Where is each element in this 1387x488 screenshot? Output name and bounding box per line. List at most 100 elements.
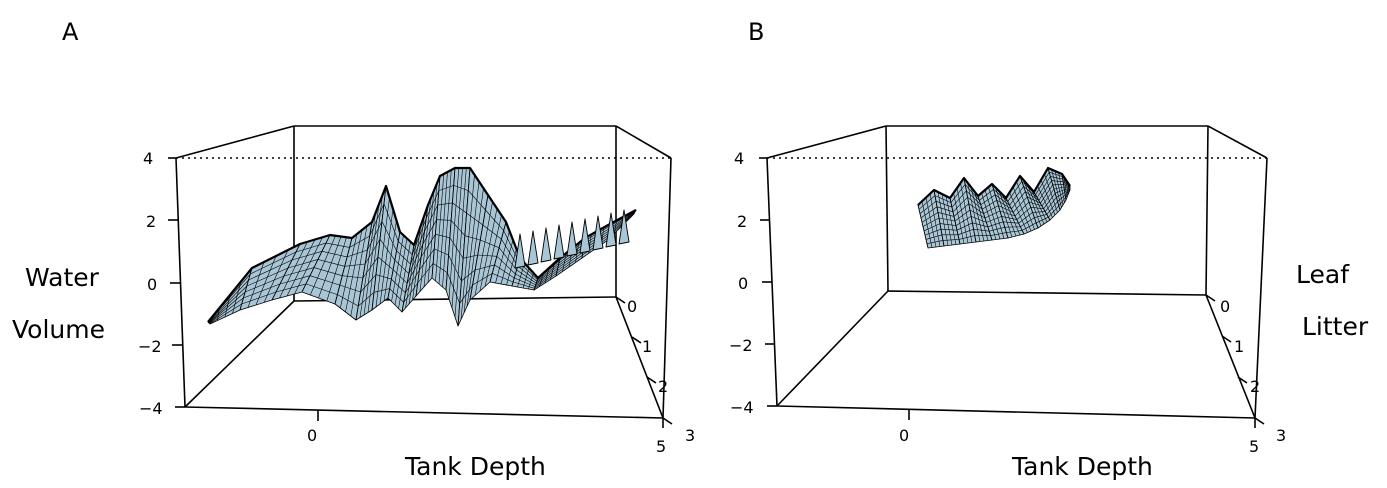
panel-a-surface-crest: [207, 166, 637, 323]
panel-a-x-axis-title: Tank Depth: [404, 452, 546, 481]
panel-a-surface-mesh-line: [379, 208, 394, 305]
panel-b-box-edge: [1254, 157, 1268, 419]
panel-b-z-tick-label: 0: [738, 274, 748, 293]
panel-a-surface-mesh-line: [412, 214, 425, 301]
panel-a-surface-mesh-line: [334, 237, 353, 305]
panel-b-surface-mesh-line: [995, 187, 1013, 238]
panel-b-y-tick-label: 2: [1250, 377, 1260, 396]
panel-b-x-ticks: [908, 409, 1256, 428]
panel-a-surface-mesh-line: [528, 272, 534, 290]
panel-a-box-edge: [184, 300, 295, 408]
panel-a-surface-mesh-line: [614, 220, 617, 234]
panel-a-surface-mesh-line: [415, 204, 429, 297]
panel-a-z-axis-title-line2: Volume: [12, 315, 105, 344]
panel-a-x-tick-label: 5: [656, 437, 666, 456]
panel-b-surface-mesh-line: [1012, 186, 1032, 232]
panel-a-z-ticks: [168, 157, 185, 408]
panel-b-box-edge: [885, 125, 889, 292]
panel-b-surface-mesh-line: [974, 191, 989, 241]
panel-a-surface-mesh-line: [427, 183, 438, 283]
panel-a-surface-mesh-line: [326, 237, 347, 302]
panel-b-surface-mesh-line: [956, 187, 969, 244]
panel-b-x-tick-label: 5: [1249, 437, 1259, 456]
panel-a-surface-mesh-line: [495, 230, 510, 284]
panel-a-surface-mesh-line: [355, 221, 373, 321]
panel-b-surface-mesh-line: [1009, 192, 1028, 233]
panel-b-surface-mesh-line: [933, 189, 945, 247]
panel-b-surface-mesh-line: [941, 193, 953, 246]
panel-b-box: [766, 125, 1268, 419]
panel-b-surface-mesh-line: [1023, 179, 1042, 227]
panel-a-surface-mesh-line: [489, 221, 507, 283]
panel-a-surface-mesh-line: [454, 167, 467, 318]
panel-a-surface-mesh-line: [247, 261, 265, 308]
panel-a-surface-mesh-line: [405, 234, 418, 309]
panel-b-z-axis-title-line2: Litter: [1302, 312, 1369, 341]
panel-b-surface-mesh-line: [929, 193, 941, 247]
panel-b-box-edge: [776, 405, 1256, 419]
panel-a-surface-mesh-line: [398, 241, 411, 309]
panel-b-letter: B: [748, 18, 764, 46]
panel-a-surface-mesh-line: [522, 267, 530, 289]
panel-b-surface-mesh-line: [967, 182, 981, 242]
panel-b-box-edge: [766, 125, 887, 159]
panel-b-surface-mesh-line: [984, 189, 1001, 240]
panel-a-letter: A: [62, 18, 79, 46]
panel-b-surface-mesh-line: [1063, 176, 1068, 198]
panel-a-box-edge: [175, 125, 295, 159]
panel-a-surface-spike: [618, 209, 630, 245]
panel-b-z-ticks: [759, 157, 777, 407]
panel-b-surface-mesh-line: [949, 197, 961, 245]
panel-a-surface-spike: [540, 227, 552, 263]
panel-a-surface-spike: [527, 230, 539, 266]
panel-b-surface-mesh-line: [945, 195, 957, 245]
panel-a-surface-mesh-line: [474, 201, 493, 296]
panel-a-surface-mesh-line: [207, 321, 211, 325]
panel-a-surface-mesh-line: [371, 185, 387, 311]
panel-a-surface-mesh-line: [271, 243, 301, 301]
panel-b-surface-mesh-line: [937, 191, 949, 246]
panel-a-x-tick-label: 0: [307, 426, 317, 445]
panel-b-z-tick-label: 2: [737, 212, 747, 231]
panel-a-surface-mesh-line: [301, 234, 331, 293]
panel-a-surface-mesh-line: [438, 171, 448, 285]
panel-a-y-tick: [662, 417, 673, 425]
panel-a-surface-mesh-line: [484, 215, 502, 287]
panel-b-surface-mesh-line: [1044, 173, 1058, 213]
panel-b-z-tick-label: 4: [734, 149, 744, 168]
panel-b-surface-mesh-line: [925, 197, 937, 248]
panel-a-surface-mesh-line: [391, 235, 404, 302]
panel-b-y-tick: [1221, 335, 1232, 343]
panel-b-y-tick-label: 0: [1220, 297, 1230, 316]
panel-a-surface-mesh-line: [562, 252, 567, 272]
panel-a-box-edge: [184, 406, 664, 419]
panel-a-surface-mesh-line: [466, 188, 484, 307]
panel-a-surface-mesh-line: [310, 235, 336, 296]
panel-b-surface-mesh-line: [970, 186, 985, 242]
panel-a-y-tick: [646, 376, 657, 384]
panel-a-surface-mesh-line: [423, 190, 435, 288]
panel-a-surface-mesh-line: [387, 231, 401, 299]
panel-a-y-tick-label: 0: [627, 297, 637, 316]
panel-b-surface-mesh-line: [1030, 187, 1048, 223]
panel-a-surface-mesh-line: [419, 197, 432, 292]
panel-a-surface-mesh-line: [232, 281, 242, 314]
panel-a-z-tick-label: −4: [139, 399, 163, 418]
panel-b-surface-mesh-line: [998, 190, 1017, 237]
panel-a-surface-spike: [514, 233, 526, 269]
panel-a-surface-mesh-line: [383, 220, 397, 302]
panel-a-surface-mesh-line: [506, 248, 517, 286]
panel-b-surface-mesh-line: [1061, 173, 1067, 201]
panel-b-x-tick-label: 0: [899, 426, 909, 445]
panel-b-surface-mesh-line: [981, 192, 997, 240]
panel-b-surface-crest: [917, 166, 1071, 206]
panel-b-surface-mesh-line: [991, 183, 1009, 239]
panel-a-surface-spike: [592, 215, 604, 251]
panel-b-surface-mesh-line: [1019, 175, 1039, 229]
panel-b-surface-mesh-line: [1016, 181, 1035, 230]
panel-a: A: [12, 18, 695, 481]
panel-a-surface-mesh-line: [224, 294, 231, 318]
panel-b-z-tick-label: −4: [730, 398, 754, 417]
